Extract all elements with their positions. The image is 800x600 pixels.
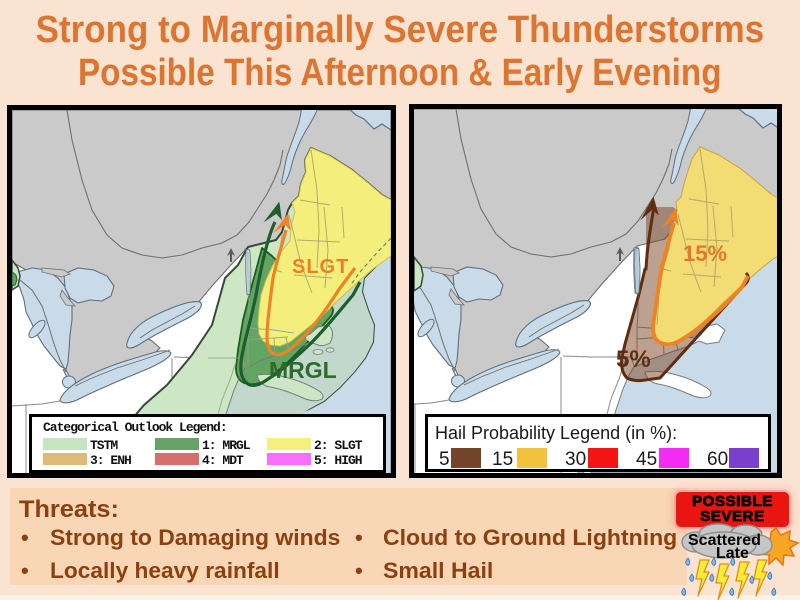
svg-text:Late: Late xyxy=(716,545,749,562)
svg-text:5%: 5% xyxy=(616,346,651,373)
svg-text:MRGL: MRGL xyxy=(269,357,337,383)
svg-text:SLGT: SLGT xyxy=(292,256,349,278)
svg-text:15%: 15% xyxy=(683,241,727,266)
svg-text:Scattered: Scattered xyxy=(688,532,761,549)
